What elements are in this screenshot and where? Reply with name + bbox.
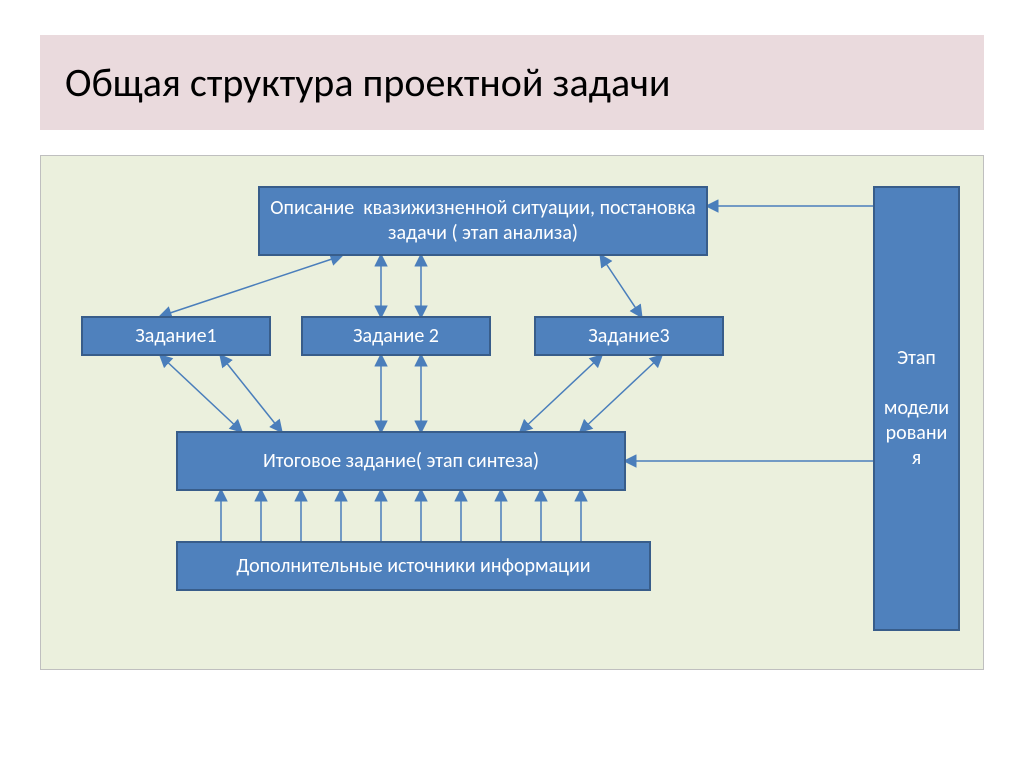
edge-3 <box>601 256 641 316</box>
node-task3: Задание3 <box>534 316 724 356</box>
slide-title: Общая структура проектной задачи <box>65 58 670 107</box>
node-task1: Задание1 <box>81 316 271 356</box>
slide-title-bar: Общая структура проектной задачи <box>40 35 984 130</box>
edge-8 <box>521 356 601 431</box>
edge-4 <box>161 356 241 431</box>
diagram-area: Описание квазижизненной ситуации, постан… <box>40 155 984 670</box>
node-sources: Дополнительные источники информации <box>176 541 651 591</box>
node-final: Итоговое задание( этап синтеза) <box>176 431 626 491</box>
edge-0 <box>161 256 341 316</box>
edge-5 <box>221 356 281 431</box>
edge-9 <box>581 356 661 431</box>
node-desc: Описание квазижизненной ситуации, постан… <box>258 186 708 256</box>
node-stage: Этап моделирования <box>873 186 960 631</box>
node-task2: Задание 2 <box>301 316 491 356</box>
